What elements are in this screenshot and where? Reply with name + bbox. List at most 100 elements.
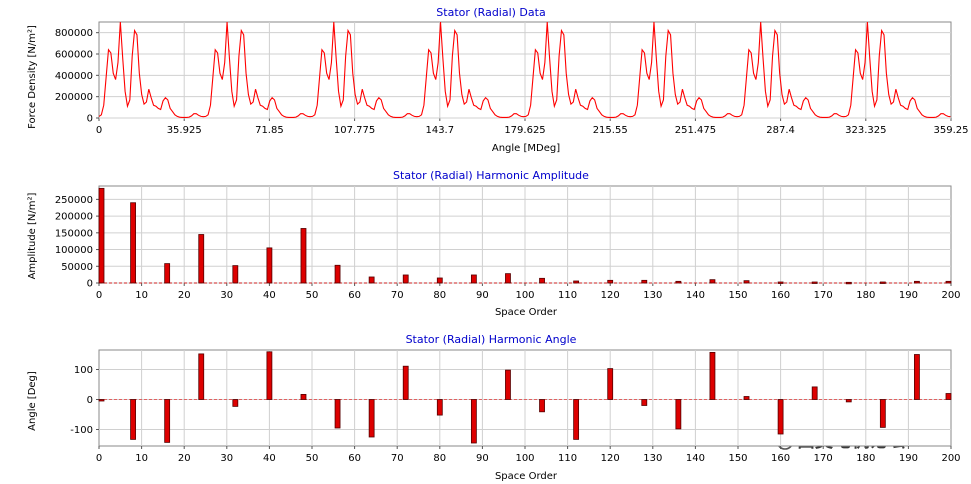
- chart3-title: Stator (Radial) Harmonic Angle: [406, 333, 577, 346]
- chart3-xtick-label: 120: [601, 453, 620, 464]
- chart1-title: Stator (Radial) Data: [436, 6, 545, 19]
- chart2-bar: [368, 276, 375, 284]
- chart1-xtick-label: 143.7: [425, 125, 454, 136]
- chart1-xtick-label: 287.4: [766, 125, 795, 136]
- chart2-bar: [130, 202, 136, 284]
- chart3-bar: [641, 399, 648, 406]
- chart2-bar: [198, 234, 205, 284]
- chart2-bar: [641, 279, 648, 284]
- chart2-ytick-label: 250000: [55, 195, 93, 206]
- chart2-ytick-label: 0: [87, 279, 93, 290]
- chart3-bar: [505, 369, 511, 400]
- chart3-bar: [368, 399, 375, 438]
- chart3-bar: [300, 393, 307, 400]
- chart3-xtick-label: 150: [728, 453, 747, 464]
- chart3-xlabel: Space Order: [495, 471, 558, 482]
- chart2-bar: [845, 281, 852, 285]
- chart3-xtick-label: 110: [558, 453, 577, 464]
- chart2-xtick-label: 190: [899, 290, 918, 301]
- chart3-bar: [879, 399, 886, 428]
- chart3-xtick-label: 40: [263, 453, 276, 464]
- chart3-xtick-label: 90: [476, 453, 489, 464]
- chart2-bar: [709, 279, 716, 284]
- chart2-xtick-label: 200: [941, 290, 960, 301]
- chart3-bar: [232, 399, 239, 407]
- chart3-bar: [266, 351, 273, 400]
- chart2-bar: [743, 280, 750, 284]
- chart2-bar: [436, 277, 443, 284]
- chart2-xtick-label: 120: [601, 290, 620, 301]
- chart2-bar: [607, 279, 614, 284]
- chart1-xlabel: Angle [MDeg]: [492, 143, 560, 154]
- chart3-bar: [436, 399, 443, 416]
- chart2-bar: [98, 187, 105, 284]
- chart1-xtick-label: 215.55: [593, 125, 628, 136]
- chart2-bar: [300, 228, 307, 284]
- chart2-xtick-label: 20: [178, 290, 191, 301]
- chart3-xtick-label: 60: [348, 453, 361, 464]
- chart3-bar: [845, 399, 852, 403]
- chart2-xtick-label: 70: [391, 290, 404, 301]
- chart2-xtick-label: 180: [856, 290, 875, 301]
- chart3-ytick-label: 0: [87, 395, 93, 406]
- chart3-xtick-label: 30: [220, 453, 233, 464]
- chart1-plot: 0 35.925 71.85 107.775 143.7 179.625 215.55 251…: [55, 21, 969, 136]
- chart3-xtick-label: 200: [941, 453, 960, 464]
- chart3-xtick-label: 80: [433, 453, 446, 464]
- chart1-xtick-label: 107.775: [334, 125, 375, 136]
- chart1-ylabel: Force Density [N/m²]: [27, 25, 38, 129]
- chart2-xtick-label: 150: [728, 290, 747, 301]
- chart2-ylabel: Amplitude [N/m²]: [27, 192, 38, 279]
- chart1-xtick-label: 251.475: [675, 125, 716, 136]
- chart2-bar: [334, 264, 341, 284]
- chart1-xtick-label: 0: [96, 125, 102, 136]
- chart3-plot: 0 10 20 30 40 50 60 70 80 90 100 110 120 130 140 150 160…: [70, 349, 961, 464]
- chart3-bar: [334, 399, 341, 429]
- chart2-xtick-label: 0: [96, 290, 102, 301]
- chart3-bar: [743, 396, 750, 400]
- chart3-ylabel: Angle [Deg]: [27, 371, 38, 431]
- chart1-ytick-label: 600000: [55, 50, 93, 61]
- chart3-bar: [709, 351, 716, 400]
- chart2-bar: [232, 265, 239, 284]
- chart2-bar: [777, 281, 784, 284]
- chart2-xtick-label: 60: [348, 290, 361, 301]
- chart3-xtick-label: 140: [686, 453, 705, 464]
- chart1-xtick-label: 35.925: [167, 125, 202, 136]
- chart2-ytick-label: 100000: [55, 245, 93, 256]
- chart3-xtick-label: 10: [135, 453, 148, 464]
- chart2-bar: [470, 274, 477, 284]
- chart3-bar: [914, 354, 920, 400]
- chart3-xtick-label: 170: [814, 453, 833, 464]
- chart3-ytick-label: 100: [74, 365, 93, 376]
- chart3-bar: [198, 353, 205, 400]
- chart1-ytick-label: 0: [87, 114, 93, 125]
- chart2-bar: [945, 280, 952, 284]
- chart1-xtick-label: 359.25: [934, 125, 969, 136]
- chart3-bar: [164, 399, 171, 443]
- chart2-xlabel: Space Order: [495, 307, 558, 318]
- chart1-xtick-label: 323.325: [845, 125, 886, 136]
- chart1-ytick-label: 200000: [55, 92, 93, 103]
- chart3-xtick-label: 130: [643, 453, 662, 464]
- chart3-bar: [470, 399, 477, 444]
- chart3-xtick-label: 160: [771, 453, 790, 464]
- chart1-ytick-label: 400000: [55, 71, 93, 82]
- chart2-xtick-label: 90: [476, 290, 489, 301]
- chart2-plot: 0 10 20 30 40 50 60 70 80 90 100 110 120 130 140 150 160…: [55, 185, 961, 301]
- chart2-xtick-label: 30: [220, 290, 233, 301]
- chart2-ytick-label: 200000: [55, 212, 93, 223]
- chart3-bar: [607, 368, 614, 400]
- chart3-bar: [675, 399, 682, 430]
- chart2-bar: [402, 274, 409, 284]
- chart2-xtick-label: 50: [306, 290, 319, 301]
- chart2-xtick-label: 40: [263, 290, 276, 301]
- chart1-xtick-label: 179.625: [504, 125, 545, 136]
- chart3-xtick-label: 50: [306, 453, 319, 464]
- chart3-bar: [777, 399, 784, 435]
- chart1-series-line: [98, 21, 951, 119]
- chart2-title: Stator (Radial) Harmonic Amplitude: [393, 169, 589, 182]
- chart2-xtick-label: 160: [771, 290, 790, 301]
- chart1-ytick-label: 800000: [55, 28, 93, 39]
